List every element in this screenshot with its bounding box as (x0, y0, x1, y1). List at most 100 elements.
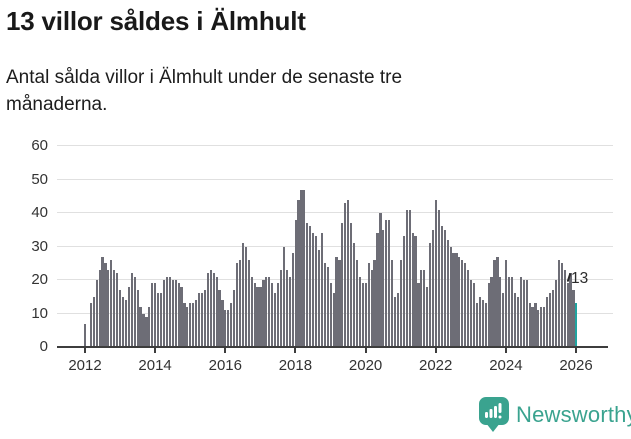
bar (104, 263, 107, 348)
bar (148, 306, 151, 347)
bar (157, 293, 160, 347)
x-axis-tick (434, 348, 437, 353)
bar (241, 243, 245, 347)
bar (472, 283, 476, 347)
bar (95, 280, 98, 347)
bar (180, 286, 183, 347)
x-axis-tick (575, 348, 577, 353)
bar (306, 223, 309, 348)
gridline (57, 279, 613, 280)
bar (124, 300, 128, 347)
bar (133, 276, 136, 347)
bar (200, 293, 204, 347)
bar (522, 280, 525, 347)
page-title: 13 villor såldes i Älmhult (6, 6, 306, 36)
newsworthy-logo[interactable]: Newsworthy (478, 396, 631, 433)
bar (145, 316, 148, 348)
bar (470, 280, 473, 347)
y-axis-tick-label: 60 (31, 137, 48, 154)
newsworthy-badge-icon (478, 396, 510, 433)
bar (197, 293, 201, 347)
bar (83, 323, 87, 347)
bar (353, 243, 356, 347)
y-axis-tick-label: 20 (31, 271, 48, 288)
bar (546, 296, 549, 348)
bar (484, 303, 487, 347)
x-axis-tick-label: 2012 (68, 357, 102, 374)
bar (373, 259, 376, 347)
bar (238, 259, 242, 347)
x-axis-tick-label: 2018 (278, 357, 313, 374)
bar (508, 276, 511, 347)
bar (130, 273, 133, 347)
bar (195, 300, 198, 347)
bar (224, 310, 227, 347)
bar (402, 236, 405, 347)
bar (332, 293, 335, 347)
bar (411, 233, 414, 347)
bar (209, 269, 212, 347)
x-axis-tick (364, 348, 367, 353)
x-axis-tick (84, 348, 86, 353)
bar (540, 306, 543, 347)
bar (408, 209, 411, 347)
bar (443, 229, 446, 348)
bar (393, 296, 397, 348)
bar (312, 233, 315, 347)
bar (274, 293, 277, 347)
bar (256, 286, 259, 347)
bar (244, 246, 247, 347)
bar (449, 246, 452, 347)
bar (487, 283, 490, 347)
bar (496, 256, 499, 348)
x-axis-line (57, 346, 608, 348)
x-axis-tick (294, 348, 297, 353)
bar (388, 219, 391, 347)
bar (253, 283, 256, 347)
bar (89, 303, 92, 347)
bar (215, 276, 218, 347)
bar (502, 293, 505, 347)
bar (335, 256, 338, 348)
bar (309, 226, 312, 347)
bar (461, 259, 464, 347)
highlight-value-label: 13 (571, 270, 589, 287)
bar (233, 290, 236, 348)
bar (151, 283, 154, 347)
x-axis-tick-label: 2024 (489, 357, 523, 374)
bar (563, 269, 566, 347)
bar (262, 280, 265, 347)
bar (139, 306, 142, 347)
bar (475, 303, 479, 347)
bar (569, 273, 572, 347)
bar (113, 269, 116, 347)
bar (455, 253, 458, 347)
bar (107, 269, 110, 347)
bar (417, 283, 420, 347)
bar (543, 306, 546, 347)
gridline (57, 212, 613, 213)
bar (110, 259, 113, 347)
bar (350, 223, 353, 348)
bar (119, 290, 122, 348)
bar (531, 306, 534, 347)
bar (481, 300, 484, 347)
bar (121, 296, 125, 348)
bar (557, 259, 560, 347)
gridline (57, 178, 613, 180)
bar (288, 276, 291, 347)
bar (510, 276, 514, 347)
bar (464, 263, 467, 348)
bar (534, 303, 537, 347)
bar (142, 313, 145, 347)
bar (168, 276, 171, 347)
bar (367, 263, 370, 348)
bar (192, 303, 195, 347)
bar (537, 310, 540, 347)
bar (467, 269, 470, 347)
bar (279, 269, 283, 347)
bar (519, 276, 522, 347)
bar (186, 306, 189, 347)
bar (177, 283, 180, 347)
